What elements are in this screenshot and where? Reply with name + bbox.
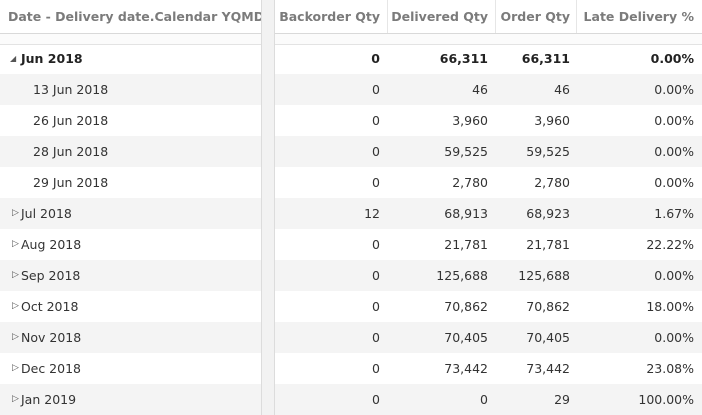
row-label: 13 Jun 2018: [33, 82, 109, 97]
delivered-qty-cell: 3,960: [452, 113, 488, 128]
late-delivery-cell: 23.08%: [646, 361, 694, 376]
order-qty-cell: 66,311: [521, 51, 570, 66]
table-row[interactable]: ▷ Jul 2018 12 68,913 68,923 1.67%: [0, 198, 702, 229]
table-row[interactable]: 28 Jun 2018 0 59,525 59,525 0.00%: [0, 136, 702, 167]
backorder-qty-cell: 0: [372, 361, 380, 376]
row-label: Oct 2018: [21, 299, 79, 314]
late-delivery-cell: 1.67%: [654, 206, 694, 221]
table-row[interactable]: ▷ Aug 2018 0 21,781 21,781 22.22%: [0, 229, 702, 260]
triangle-right-icon[interactable]: ▷: [12, 301, 19, 311]
backorder-qty-cell: 0: [372, 82, 380, 97]
row-label: 29 Jun 2018: [33, 175, 109, 190]
backorder-qty-cell: 0: [372, 237, 380, 252]
late-delivery-cell: 100.00%: [638, 392, 694, 407]
order-qty-cell: 59,525: [526, 144, 570, 159]
late-delivery-cell: 0.00%: [654, 175, 694, 190]
order-qty-cell: 125,688: [518, 268, 570, 283]
table-row[interactable]: ▷ Sep 2018 0 125,688 125,688 0.00%: [0, 260, 702, 291]
backorder-qty-cell: 0: [371, 51, 380, 66]
backorder-qty-cell: 0: [372, 268, 380, 283]
late-delivery-cell: 18.00%: [646, 299, 694, 314]
header-divider: [0, 33, 702, 45]
column-divider: [387, 0, 388, 34]
delivered-qty-cell: 21,781: [444, 237, 488, 252]
table-row[interactable]: ▷ Dec 2018 0 73,442 73,442 23.08%: [0, 353, 702, 384]
triangle-right-icon[interactable]: ▷: [12, 208, 19, 218]
triangle-right-icon[interactable]: ▷: [12, 332, 19, 342]
row-label: Dec 2018: [21, 361, 81, 376]
triangle-down-icon[interactable]: ◢: [10, 54, 17, 63]
late-delivery-cell: 22.22%: [646, 237, 694, 252]
triangle-right-icon[interactable]: ▷: [12, 363, 19, 373]
column-divider: [495, 0, 496, 34]
table-row[interactable]: ◢ Jun 2018 0 66,311 66,311 0.00%: [0, 43, 702, 74]
delivered-qty-cell: 46: [472, 82, 488, 97]
late-delivery-cell: 0.00%: [654, 268, 694, 283]
order-qty-cell: 29: [554, 392, 570, 407]
table-row[interactable]: ▷ Oct 2018 0 70,862 70,862 18.00%: [0, 291, 702, 322]
row-label: 26 Jun 2018: [33, 113, 109, 128]
row-label: Nov 2018: [21, 330, 82, 345]
delivered-qty-cell: 66,311: [439, 51, 488, 66]
table-row[interactable]: 26 Jun 2018 0 3,960 3,960 0.00%: [0, 105, 702, 136]
backorder-qty-cell: 0: [372, 113, 380, 128]
column-header-order-qty[interactable]: Order Qty: [500, 9, 570, 24]
row-label: Jul 2018: [21, 206, 72, 221]
late-delivery-cell: 0.00%: [654, 113, 694, 128]
late-delivery-cell: 0.00%: [654, 144, 694, 159]
row-label: Sep 2018: [21, 268, 81, 283]
late-delivery-cell: 0.00%: [654, 330, 694, 345]
row-label: Aug 2018: [21, 237, 82, 252]
triangle-right-icon[interactable]: ▷: [12, 394, 19, 404]
delivered-qty-cell: 70,405: [444, 330, 488, 345]
delivered-qty-cell: 2,780: [452, 175, 488, 190]
delivered-qty-cell: 125,688: [436, 268, 488, 283]
row-label: 28 Jun 2018: [33, 144, 109, 159]
column-header-delivered-qty[interactable]: Delivered Qty: [391, 9, 488, 24]
row-label: Jun 2018: [21, 51, 83, 66]
triangle-right-icon[interactable]: ▷: [12, 270, 19, 280]
order-qty-cell: 73,442: [526, 361, 570, 376]
late-delivery-cell: 0.00%: [654, 82, 694, 97]
column-header-backorder-qty[interactable]: Backorder Qty: [279, 9, 380, 24]
row-label: Jan 2019: [21, 392, 77, 407]
order-qty-cell: 3,960: [534, 113, 570, 128]
order-qty-cell: 21,781: [526, 237, 570, 252]
column-header-late-delivery[interactable]: Late Delivery %: [583, 9, 694, 24]
table-row[interactable]: ▷ Nov 2018 0 70,405 70,405 0.00%: [0, 322, 702, 353]
delivered-qty-cell: 73,442: [444, 361, 488, 376]
column-splitter[interactable]: [261, 0, 275, 415]
backorder-qty-cell: 0: [372, 392, 380, 407]
table-row[interactable]: 13 Jun 2018 0 46 46 0.00%: [0, 74, 702, 105]
backorder-qty-cell: 0: [372, 299, 380, 314]
backorder-qty-cell: 0: [372, 175, 380, 190]
order-qty-cell: 46: [554, 82, 570, 97]
delivered-qty-cell: 70,862: [444, 299, 488, 314]
column-divider: [576, 0, 577, 34]
backorder-qty-cell: 0: [372, 144, 380, 159]
triangle-right-icon[interactable]: ▷: [12, 239, 19, 249]
delivered-qty-cell: 59,525: [444, 144, 488, 159]
late-delivery-cell: 0.00%: [650, 51, 694, 66]
order-qty-cell: 2,780: [534, 175, 570, 190]
backorder-qty-cell: 12: [364, 206, 380, 221]
delivered-qty-cell: 0: [480, 392, 488, 407]
table-header: Date - Delivery date.Calendar YQMD Backo…: [0, 0, 702, 34]
backorder-qty-cell: 0: [372, 330, 380, 345]
column-header-date[interactable]: Date - Delivery date.Calendar YQMD: [8, 9, 265, 24]
table-row[interactable]: ▷ Jan 2019 0 0 29 100.00%: [0, 384, 702, 415]
order-qty-cell: 70,405: [526, 330, 570, 345]
table-row[interactable]: 29 Jun 2018 0 2,780 2,780 0.00%: [0, 167, 702, 198]
delivered-qty-cell: 68,913: [444, 206, 488, 221]
order-qty-cell: 68,923: [526, 206, 570, 221]
order-qty-cell: 70,862: [526, 299, 570, 314]
